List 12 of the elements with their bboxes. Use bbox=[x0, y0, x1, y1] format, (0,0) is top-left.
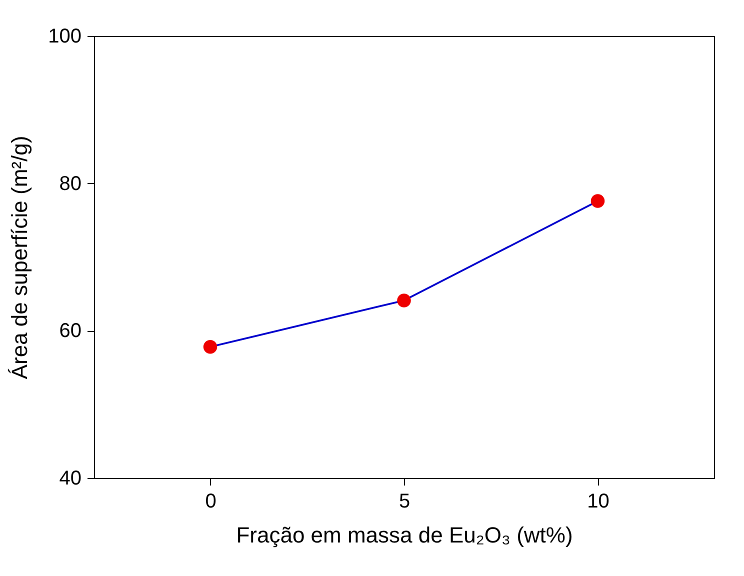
x-tick-label: 10 bbox=[587, 490, 610, 512]
y-tick-label: 80 bbox=[59, 172, 82, 195]
y-tick-label: 60 bbox=[59, 320, 82, 342]
y-tick-label: 100 bbox=[48, 26, 82, 48]
x-tick-label: 5 bbox=[398, 490, 410, 512]
x-axis-title: Fração em massa de Eu₂O₃ (wt%) bbox=[236, 522, 573, 548]
y-axis-title: Área de superfície (m²/g) bbox=[7, 136, 32, 380]
point bbox=[397, 294, 411, 308]
point bbox=[590, 194, 605, 208]
x-tick-label: 0 bbox=[205, 490, 216, 512]
point bbox=[203, 340, 218, 354]
y-tick-label: 40 bbox=[59, 468, 82, 490]
